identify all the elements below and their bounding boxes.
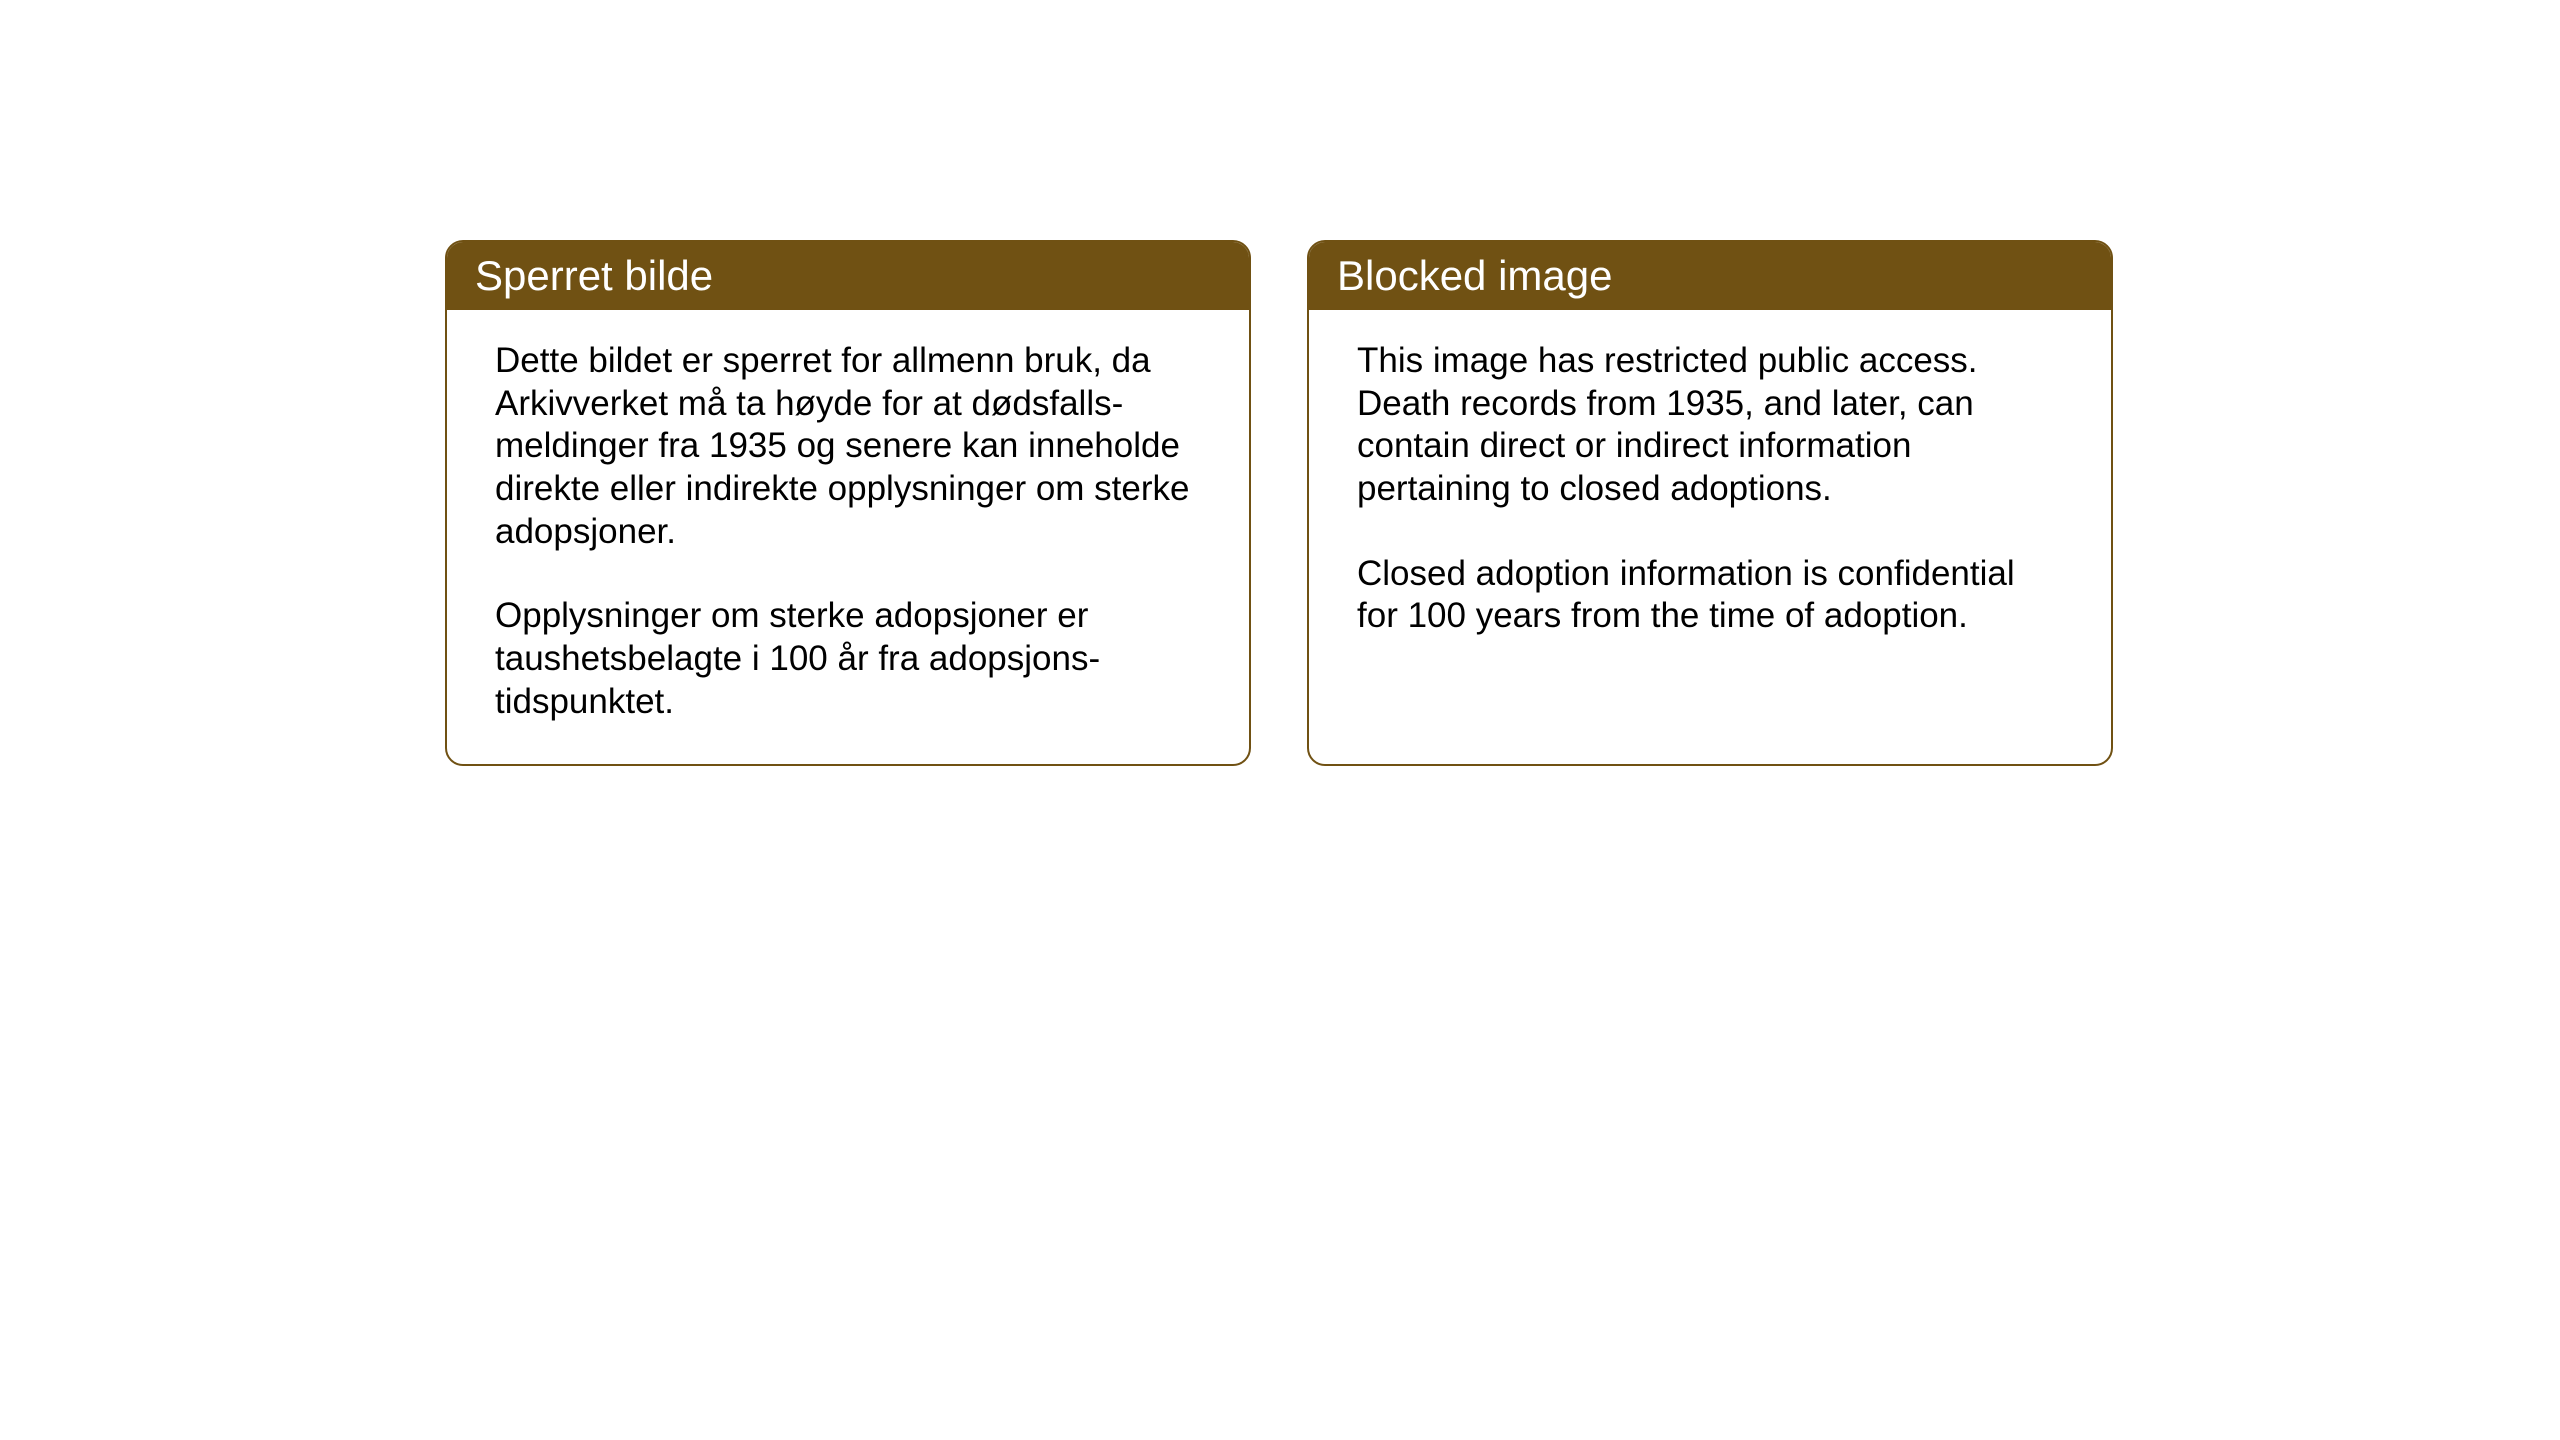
paragraph: Closed adoption information is confident… [1357, 553, 2063, 638]
card-header: Sperret bilde [447, 242, 1249, 310]
card-body: Dette bildet er sperret for allmenn bruk… [447, 310, 1249, 764]
card-header: Blocked image [1309, 242, 2111, 310]
card-title: Sperret bilde [475, 252, 713, 299]
paragraph: Opplysninger om sterke adopsjoner er tau… [495, 595, 1201, 723]
notice-card-english: Blocked image This image has restricted … [1307, 240, 2113, 766]
paragraph: Dette bildet er sperret for allmenn bruk… [495, 340, 1201, 553]
card-body: This image has restricted public access.… [1309, 310, 2111, 678]
notice-card-norwegian: Sperret bilde Dette bildet er sperret fo… [445, 240, 1251, 766]
card-title: Blocked image [1337, 252, 1612, 299]
notice-container: Sperret bilde Dette bildet er sperret fo… [445, 240, 2113, 766]
paragraph: This image has restricted public access.… [1357, 340, 2063, 511]
